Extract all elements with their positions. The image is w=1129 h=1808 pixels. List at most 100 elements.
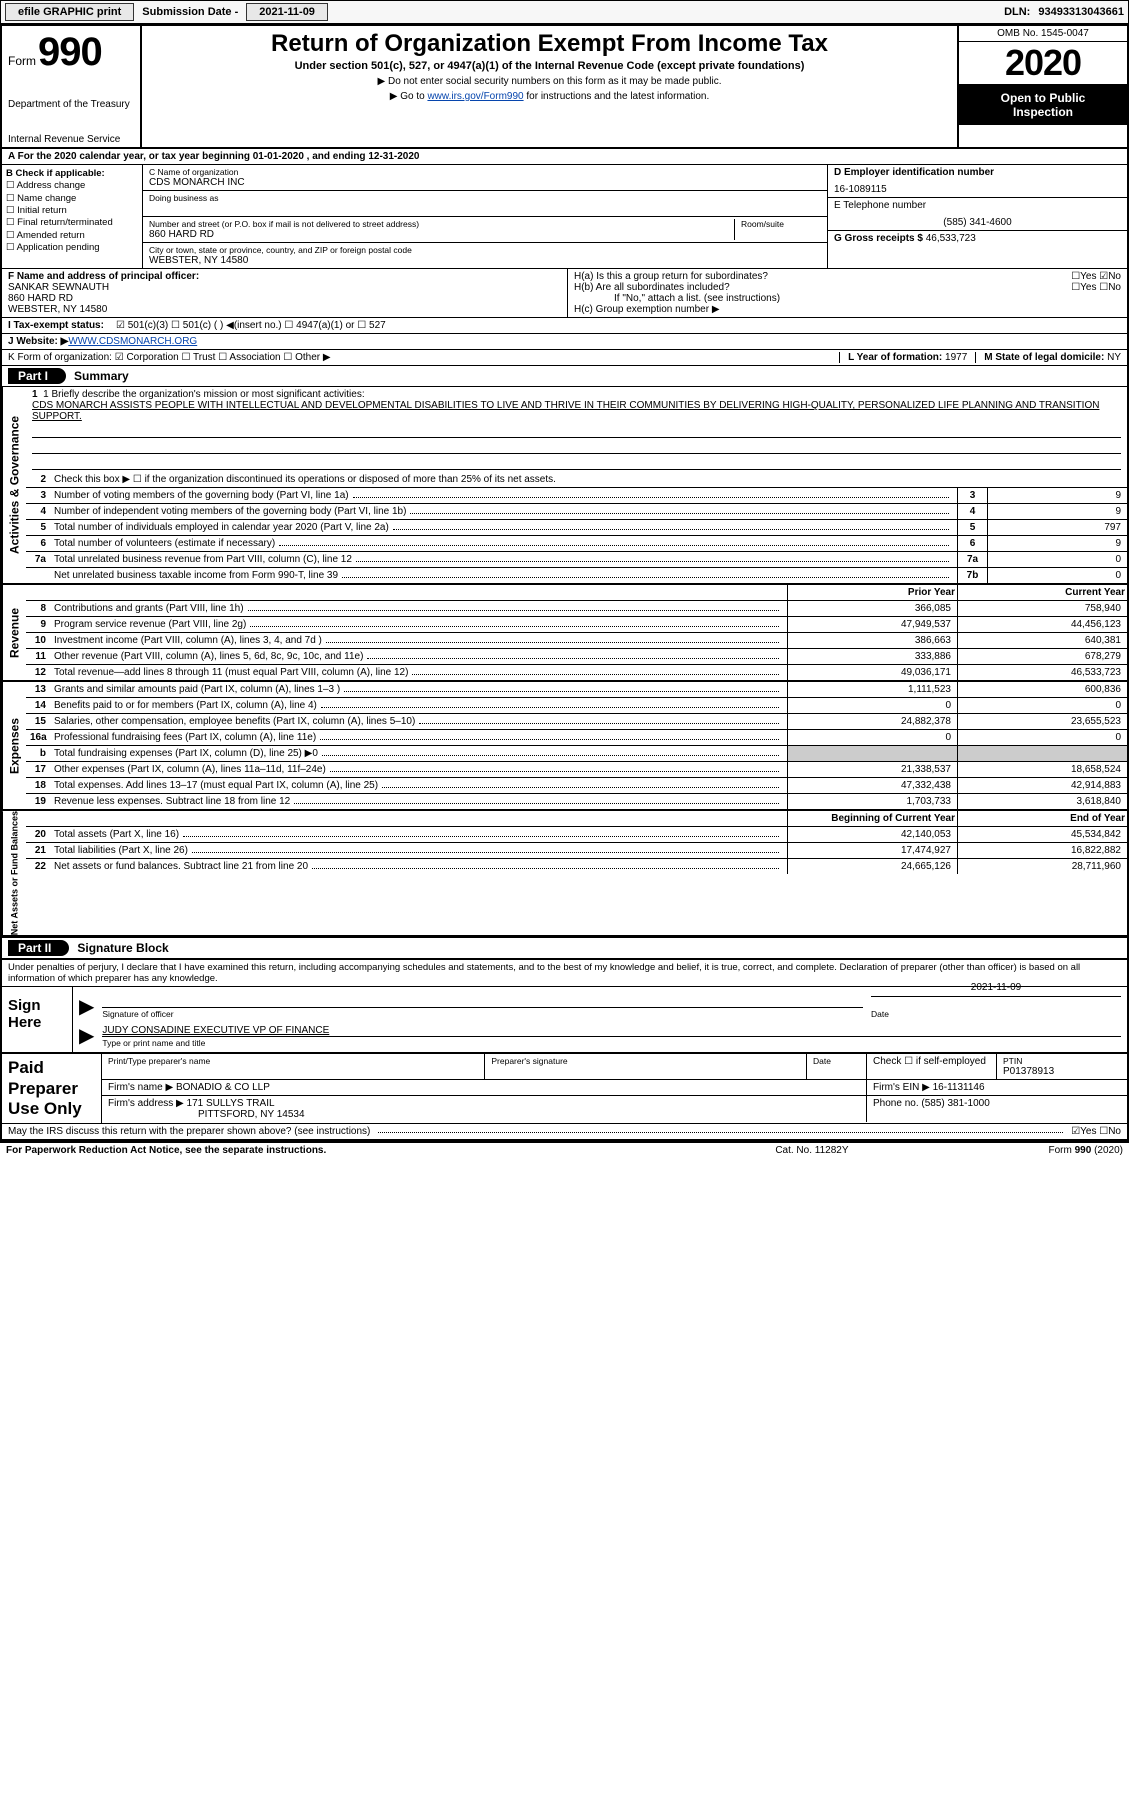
side-expenses: Expenses — [2, 682, 26, 809]
side-activities-governance: Activities & Governance — [2, 387, 26, 583]
chk-amended-return[interactable]: ☐ Amended return — [6, 230, 138, 242]
efile-print-button[interactable]: efile GRAPHIC print — [5, 3, 134, 21]
summary-line: 6 Total number of volunteers (estimate i… — [26, 536, 1127, 552]
beg-year-hdr: Beginning of Current Year — [787, 811, 957, 826]
submission-date-button[interactable]: 2021-11-09 — [246, 3, 328, 21]
summary-line: 20 Total assets (Part X, line 16) 42,140… — [26, 827, 1127, 843]
summary-line: 3 Number of voting members of the govern… — [26, 488, 1127, 504]
officer-name: SANKAR SEWNAUTH — [8, 282, 561, 293]
form-id-block: Form 990 Department of the Treasury Inte… — [2, 26, 142, 147]
row-i-options[interactable]: ☑ 501(c)(3) ☐ 501(c) ( ) ◀(insert no.) ☐… — [116, 320, 386, 331]
top-toolbar: efile GRAPHIC print Submission Date - 20… — [0, 0, 1129, 24]
officer-addr2: WEBSTER, NY 14580 — [8, 304, 561, 315]
line-1-mission: 1 1 Briefly describe the organization's … — [26, 387, 1127, 472]
firm-ein-label: Firm's EIN ▶ — [873, 1082, 933, 1093]
goto-note: ▶ Go to www.irs.gov/Form990 for instruct… — [148, 91, 951, 102]
firm-name: BONADIO & CO LLP — [176, 1082, 270, 1093]
hb-yesno[interactable]: ☐Yes ☐No — [1071, 282, 1121, 293]
self-employed-check[interactable]: Check ☐ if self-employed — [867, 1054, 997, 1079]
firm-name-label: Firm's name ▶ — [108, 1082, 176, 1093]
line-2-checkbox[interactable]: Check this box ▶ ☐ if the organization d… — [50, 472, 1127, 487]
omb-number: OMB No. 1545-0047 — [959, 26, 1127, 42]
summary-line: 16a Professional fundraising fees (Part … — [26, 730, 1127, 746]
officer-name-title: JUDY CONSADINE EXECUTIVE VP OF FINANCE — [102, 1025, 1121, 1036]
paid-preparer-label: Paid Preparer Use Only — [2, 1054, 102, 1123]
row-m-label: M State of legal domicile: — [984, 352, 1107, 363]
dept-treasury: Department of the Treasury — [8, 99, 134, 110]
row-l-label: L Year of formation: — [848, 352, 945, 363]
dln-label: DLN: — [1004, 6, 1030, 18]
irs-form990-link[interactable]: www.irs.gov/Form990 — [427, 91, 523, 102]
prep-sig-label: Preparer's signature — [491, 1056, 800, 1066]
chk-initial-return[interactable]: ☐ Initial return — [6, 205, 138, 217]
phone-label: E Telephone number — [834, 200, 1121, 211]
summary-line: 14 Benefits paid to or for members (Part… — [26, 698, 1127, 714]
chk-name-change[interactable]: ☐ Name change — [6, 193, 138, 205]
website-link[interactable]: WWW.CDSMONARCH.ORG — [68, 336, 197, 347]
prep-phone: (585) 381-1000 — [921, 1098, 989, 1109]
row-l-value: 1977 — [945, 352, 967, 363]
form-990-page: Form 990 Department of the Treasury Inte… — [0, 24, 1129, 1143]
summary-line: 15 Salaries, other compensation, employe… — [26, 714, 1127, 730]
tax-year: 2020 — [959, 42, 1127, 85]
box-b-checkboxes: B Check if applicable: ☐ Address change … — [2, 165, 142, 268]
summary-line: 9 Program service revenue (Part VIII, li… — [26, 617, 1127, 633]
org-name: CDS MONARCH INC — [149, 177, 821, 188]
box-f-officer: F Name and address of principal officer:… — [2, 269, 567, 317]
form-number: 990 — [38, 30, 102, 75]
side-net-assets: Net Assets or Fund Balances — [2, 811, 26, 935]
sign-here-label: Sign Here — [2, 987, 72, 1052]
summary-line: Net unrelated business taxable income fr… — [26, 568, 1127, 583]
summary-line: 22 Net assets or fund balances. Subtract… — [26, 859, 1127, 874]
part-2-title: Signature Block — [77, 941, 168, 955]
summary-line: 4 Number of independent voting members o… — [26, 504, 1127, 520]
prior-year-hdr: Prior Year — [787, 585, 957, 600]
summary-line: 8 Contributions and grants (Part VIII, l… — [26, 601, 1127, 617]
city-value: WEBSTER, NY 14580 — [149, 255, 821, 266]
footer-pra: For Paperwork Reduction Act Notice, see … — [6, 1145, 775, 1156]
part-1-badge: Part I — [8, 368, 66, 384]
ha-yesno[interactable]: ☐Yes ☑No — [1071, 271, 1121, 282]
addr-value: 860 HARD RD — [149, 229, 728, 240]
summary-line: 13 Grants and similar amounts paid (Part… — [26, 682, 1127, 698]
org-name-label: C Name of organization — [149, 167, 821, 177]
discuss-yesno[interactable]: ☑Yes ☐No — [1071, 1126, 1121, 1137]
summary-line: b Total fundraising expenses (Part IX, c… — [26, 746, 1127, 762]
summary-line: 5 Total number of individuals employed i… — [26, 520, 1127, 536]
row-j-label: J Website: ▶ — [8, 336, 68, 347]
chk-application-pending[interactable]: ☐ Application pending — [6, 242, 138, 254]
prep-phone-label: Phone no. — [873, 1098, 921, 1109]
chk-final-return[interactable]: ☐ Final return/terminated — [6, 217, 138, 229]
city-label: City or town, state or province, country… — [149, 245, 821, 255]
footer-cat: Cat. No. 11282Y — [775, 1145, 848, 1156]
ein-value: 16-1089115 — [834, 184, 1121, 195]
end-year-hdr: End of Year — [957, 811, 1127, 826]
subdate-label: Submission Date - — [142, 6, 238, 18]
addr-label: Number and street (or P.O. box if mail i… — [149, 219, 728, 229]
side-revenue: Revenue — [2, 585, 26, 680]
row-m-value: NY — [1107, 352, 1121, 363]
row-i-label: I Tax-exempt status: — [8, 320, 104, 331]
current-year-hdr: Current Year — [957, 585, 1127, 600]
gross-receipts-value: 46,533,723 — [926, 233, 976, 244]
dln-value: 93493313043661 — [1038, 6, 1124, 18]
signature-line-label: Signature of officer — [102, 1007, 863, 1019]
firm-addr2: PITTSFORD, NY 14534 — [108, 1109, 860, 1120]
officer-addr1: 860 HARD RD — [8, 293, 561, 304]
summary-line: 19 Revenue less expenses. Subtract line … — [26, 794, 1127, 809]
irs-label: Internal Revenue Service — [8, 134, 134, 145]
summary-line: 12 Total revenue—add lines 8 through 11 … — [26, 665, 1127, 680]
summary-line: 10 Investment income (Part VIII, column … — [26, 633, 1127, 649]
phone-value: (585) 341-4600 — [834, 217, 1121, 228]
firm-addr1: 171 SULLYS TRAIL — [187, 1098, 275, 1109]
row-k-form-org[interactable]: K Form of organization: ☑ Corporation ☐ … — [8, 352, 331, 363]
open-to-public-badge: Open to Public Inspection — [959, 85, 1127, 125]
summary-line: 17 Other expenses (Part IX, column (A), … — [26, 762, 1127, 778]
dba-label: Doing business as — [149, 193, 821, 203]
signature-date-label: Date — [871, 1009, 889, 1019]
summary-line: 18 Total expenses. Add lines 13–17 (must… — [26, 778, 1127, 794]
name-arrow-icon: ▶ — [79, 1023, 94, 1048]
chk-address-change[interactable]: ☐ Address change — [6, 180, 138, 192]
prep-name-label: Print/Type preparer's name — [108, 1056, 478, 1066]
form-title: Return of Organization Exempt From Incom… — [148, 30, 951, 58]
